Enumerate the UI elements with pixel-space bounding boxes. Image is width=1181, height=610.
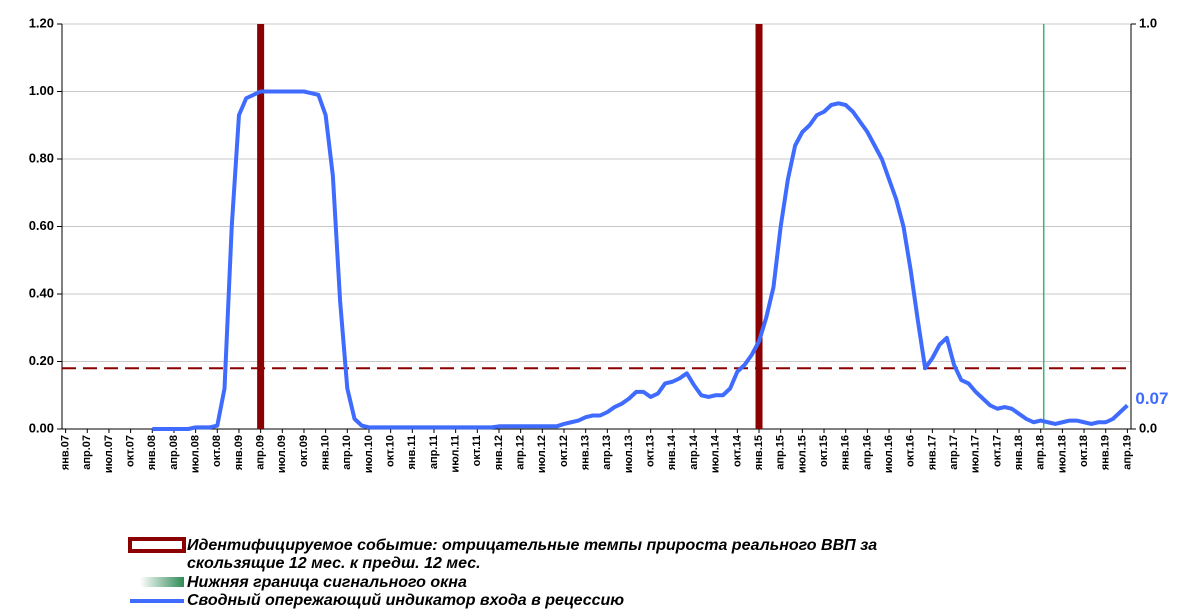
x-tick-label: янв.16	[840, 435, 852, 470]
legend-line: Сводный опережающий индикатор входа в ре…	[187, 592, 625, 609]
x-tick-label: июл.16	[883, 435, 895, 473]
legend-window: Нижняя граница сигнального окна	[187, 574, 467, 591]
x-tick-label: янв.19	[1100, 435, 1112, 470]
x-tick-label: окт.16	[905, 435, 917, 467]
x-tick-label: июл.12	[536, 435, 548, 473]
x-tick-label: янв.11	[406, 435, 418, 470]
x-tick-label: июл.09	[276, 435, 288, 473]
x-tick-label: июл.11	[450, 435, 462, 473]
x-tick-label: янв.12	[493, 435, 505, 470]
x-tick-label: окт.07	[125, 435, 137, 467]
x-tick-label: июл.08	[190, 435, 202, 473]
x-tick-label: июл.13	[623, 435, 635, 473]
x-tick-label: июл.14	[710, 434, 722, 473]
legend-swatch-event	[128, 537, 186, 553]
y-tick-label: 1.00	[29, 83, 54, 98]
y-tick-label: 1.20	[29, 15, 54, 30]
x-tick-label: янв.18	[1013, 435, 1025, 470]
x-tick-label: окт.09	[298, 435, 310, 467]
x-tick-label: апр.07	[81, 435, 93, 470]
y-tick-label: 0.00	[29, 420, 54, 435]
x-tick-label: окт.10	[385, 435, 397, 467]
x-tick-label: окт.15	[818, 435, 830, 467]
x-tick-label: апр.11	[428, 435, 440, 469]
x-tick-label: апр.14	[688, 434, 700, 470]
x-tick-label: апр.12	[515, 435, 527, 470]
x-tick-label: апр.15	[775, 435, 787, 470]
x-tick-label: янв.14	[666, 434, 678, 470]
x-tick-label: янв.15	[753, 435, 765, 470]
x-tick-label: июл.18	[1056, 435, 1068, 473]
x-tick-label: окт.14	[731, 434, 743, 467]
y-tick-label: 0.20	[29, 353, 54, 368]
series-line	[152, 89, 1129, 431]
x-tick-label: янв.10	[320, 435, 332, 470]
x-tick-label: окт.11	[471, 435, 483, 466]
y2-tick-label: 0.0	[1139, 420, 1157, 435]
x-tick-label: окт.18	[1078, 435, 1090, 467]
x-tick-label: июл.10	[363, 435, 375, 473]
x-tick-label: июл.15	[796, 435, 808, 473]
legend-event: Идентифицируемое событие: отрицательные …	[187, 537, 878, 572]
x-tick-label: окт.13	[645, 435, 657, 467]
y2-tick-label: 1.0	[1139, 15, 1157, 30]
x-tick-label: апр.08	[168, 435, 180, 470]
x-tick-label: апр.16	[861, 435, 873, 470]
x-tick-label: янв.13	[580, 435, 592, 470]
x-tick-label: янв.07	[60, 435, 72, 470]
y-tick-label: 0.80	[29, 150, 54, 165]
x-tick-label: янв.09	[233, 435, 245, 470]
x-tick-label: окт.12	[558, 435, 570, 467]
x-tick-label: апр.10	[341, 435, 353, 470]
legend-swatch-window	[140, 577, 184, 587]
x-tick-label: июл.17	[970, 435, 982, 473]
x-tick-label: янв.17	[926, 435, 938, 470]
y-tick-label: 0.60	[29, 218, 54, 233]
x-tick-label: июл.07	[103, 435, 115, 473]
x-tick-label: апр.17	[948, 435, 960, 470]
y-tick-label: 0.40	[29, 285, 54, 300]
x-tick-label: апр.19	[1121, 435, 1133, 470]
x-tick-label: окт.17	[991, 435, 1003, 467]
x-tick-label: апр.13	[601, 435, 613, 470]
end-value-label: 0.07	[1135, 389, 1168, 408]
x-tick-label: янв.08	[146, 435, 158, 470]
x-tick-label: апр.18	[1035, 435, 1047, 470]
x-tick-label: апр.09	[255, 435, 267, 470]
x-tick-label: окт.08	[211, 435, 223, 467]
